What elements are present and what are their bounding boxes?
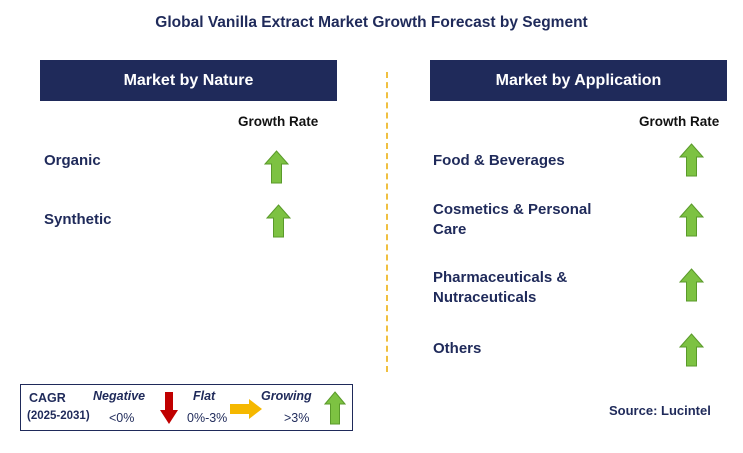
legend-growing-range: >3% bbox=[284, 411, 310, 425]
nature-item-organic: Organic bbox=[44, 152, 101, 169]
market-by-application-header: Market by Application bbox=[430, 60, 727, 101]
legend-negative-label: Negative bbox=[93, 389, 146, 403]
red-down-arrow-icon bbox=[160, 392, 178, 424]
legend-negative-range: <0% bbox=[109, 411, 135, 425]
green-up-arrow-icon bbox=[679, 333, 704, 367]
source-label: Source: Lucintel bbox=[609, 403, 711, 418]
application-growth-rate-label: Growth Rate bbox=[639, 114, 720, 129]
legend-period: (2025-2031) bbox=[27, 410, 90, 422]
legend-cagr-label: CAGR bbox=[29, 391, 66, 405]
green-up-arrow-icon bbox=[679, 143, 704, 177]
green-up-arrow-icon bbox=[679, 268, 704, 302]
green-up-arrow-icon bbox=[266, 204, 291, 238]
application-item-pharmaceuticals: Pharmaceuticals & Nutraceuticals bbox=[433, 269, 568, 306]
page-title: Global Vanilla Extract Market Growth For… bbox=[155, 14, 588, 31]
application-item-cosmetics: Cosmetics & Personal Care bbox=[433, 201, 592, 238]
green-up-arrow-icon bbox=[324, 391, 346, 425]
nature-item-synthetic: Synthetic bbox=[44, 211, 112, 228]
panel-divider bbox=[386, 72, 388, 372]
application-item-others: Others bbox=[433, 340, 482, 357]
nature-growth-rate-label: Growth Rate bbox=[238, 114, 319, 129]
legend-flat-label: Flat bbox=[193, 389, 216, 403]
cagr-legend: CAGR (2025-2031) Negative <0% Flat 0%-3%… bbox=[20, 384, 353, 431]
market-by-nature-header: Market by Nature bbox=[40, 60, 337, 101]
green-up-arrow-icon bbox=[679, 203, 704, 237]
application-item-food-beverages: Food & Beverages bbox=[433, 152, 565, 169]
legend-growing-label: Growing bbox=[261, 389, 312, 403]
green-up-arrow-icon bbox=[264, 150, 289, 184]
orange-right-arrow-icon bbox=[230, 399, 262, 419]
legend-flat-range: 0%-3% bbox=[187, 411, 228, 425]
